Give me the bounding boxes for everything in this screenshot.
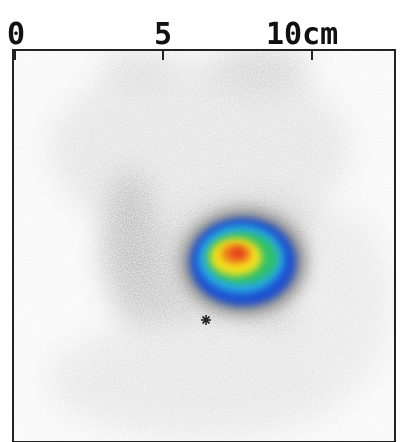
hot-spot [182, 210, 306, 314]
marker [201, 315, 211, 325]
scale-label: 0 [7, 17, 25, 52]
scan-image [13, 50, 395, 442]
scale-label: 10cm [266, 17, 338, 52]
frame [12, 49, 396, 442]
scale-label: 5 [154, 17, 172, 52]
ruler [14, 50, 313, 60]
